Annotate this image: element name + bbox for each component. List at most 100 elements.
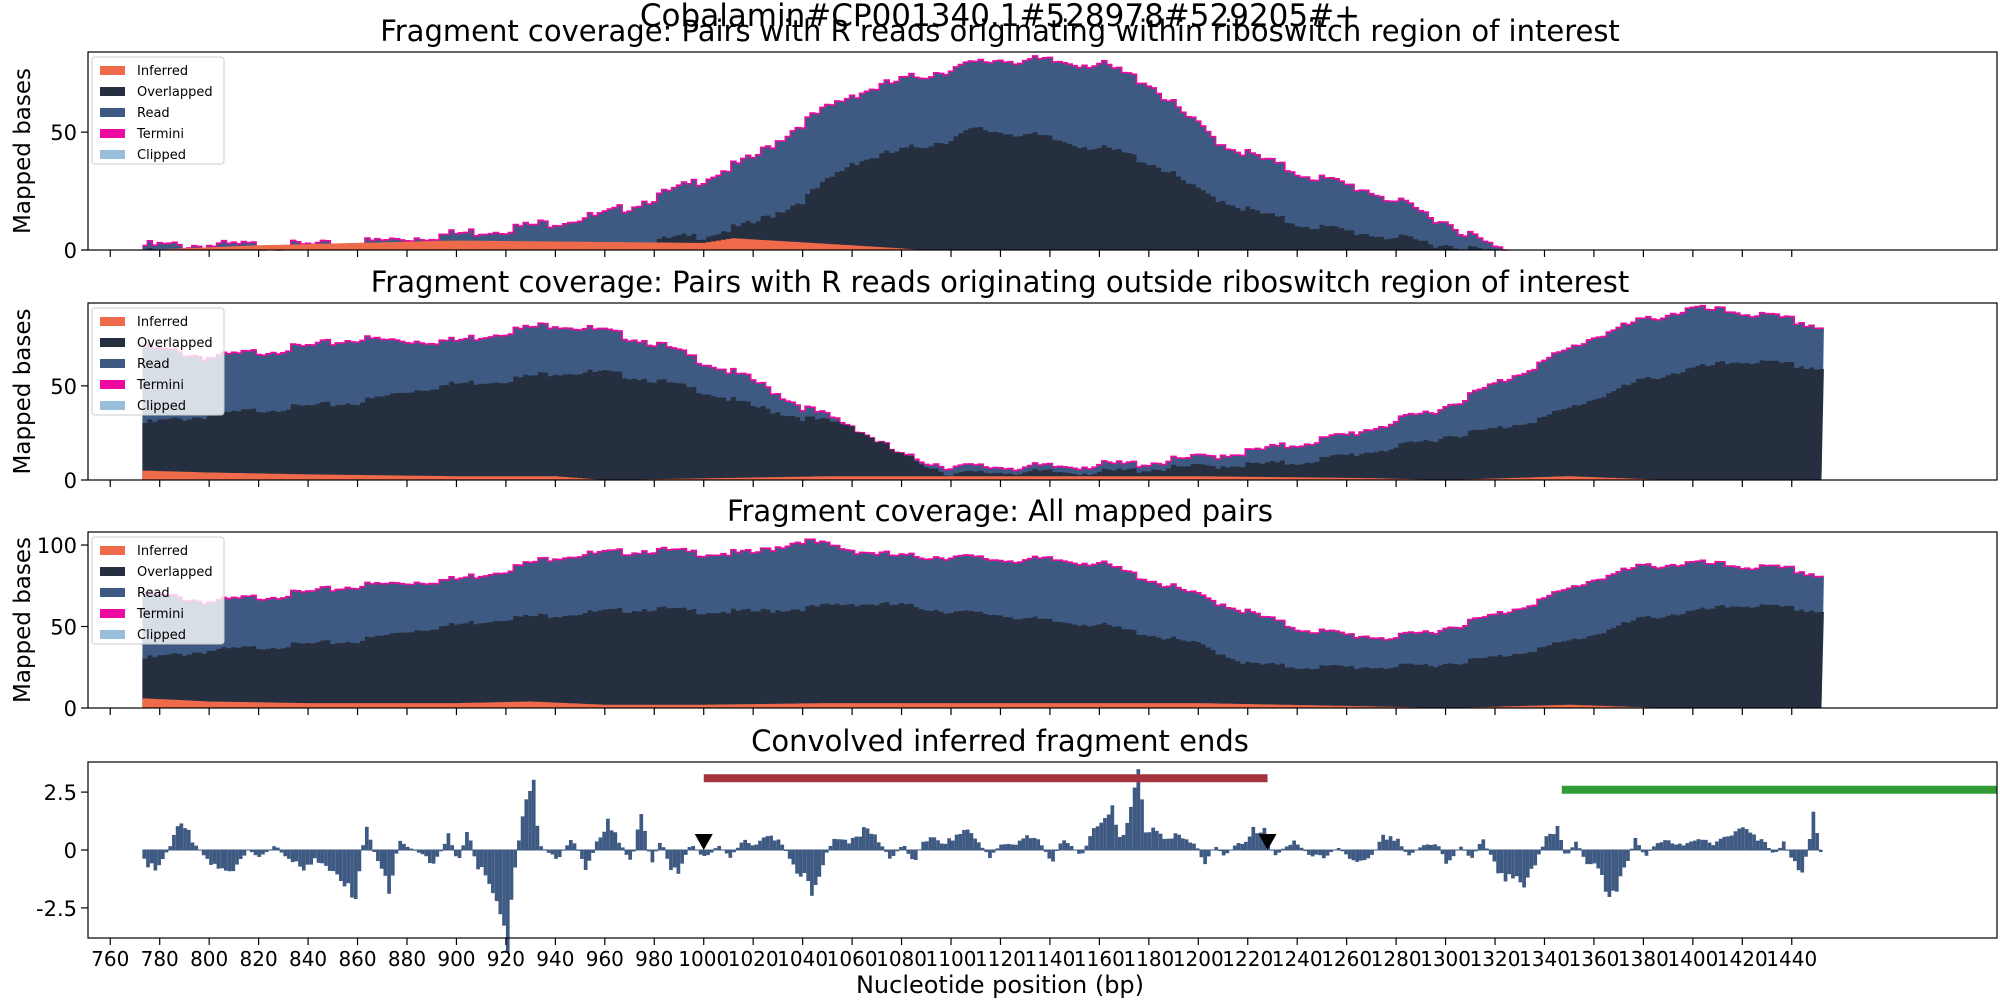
profile-bar: [787, 850, 792, 859]
y-tick-label: 0: [64, 239, 77, 263]
profile-bar: [1566, 850, 1571, 854]
profile-bar: [1451, 850, 1456, 857]
x-tick-label: 840: [289, 947, 327, 971]
legend-label-clipped: Clipped: [137, 399, 186, 414]
profile-bar: [1295, 844, 1300, 850]
profile-bar: [1429, 844, 1434, 850]
panel-2-title: Fragment coverage: Pairs with R reads or…: [371, 265, 1630, 299]
profile-bar: [1692, 840, 1697, 850]
profile-bar: [1355, 850, 1360, 862]
profile-bar: [832, 838, 837, 850]
profile-bar: [1125, 822, 1130, 850]
panel-1-frame: [87, 51, 1998, 251]
profile-bar: [439, 850, 443, 852]
profile-bar: [472, 850, 477, 857]
profile-bar: [895, 850, 900, 852]
profile-bar: [494, 850, 499, 902]
profile-bar: [368, 839, 373, 850]
profile-bar: [224, 850, 228, 871]
legend-swatch-termini: [100, 129, 125, 138]
profile-bar: [880, 846, 885, 850]
profile-bar: [1659, 842, 1664, 850]
profile-bar: [1318, 850, 1322, 856]
profile-bar: [390, 850, 395, 876]
profile-bar: [865, 828, 870, 850]
x-tick-label: 1220: [1222, 947, 1273, 971]
profile-bar: [353, 850, 358, 899]
profile-bar: [606, 818, 610, 850]
x-tick-label: 1260: [1321, 947, 1372, 971]
profile-bar: [1221, 850, 1226, 856]
profile-bar: [1188, 842, 1193, 850]
profile-bar: [557, 850, 562, 858]
profile-bar: [650, 850, 655, 863]
profile-bar: [476, 850, 480, 870]
profile-bar: [1666, 840, 1671, 850]
profile-bar: [613, 832, 618, 850]
profile-bar: [632, 850, 636, 852]
profile-bar: [528, 791, 532, 850]
profile-bar: [836, 839, 840, 850]
profile-bar: [1310, 850, 1315, 857]
profile-bar: [1099, 822, 1104, 850]
profile-bar: [1811, 811, 1816, 850]
y-tick-label: 0: [64, 469, 77, 493]
profile-bar: [465, 832, 469, 850]
profile-bar: [183, 828, 187, 850]
profile-bar: [1143, 832, 1148, 850]
profile-bar: [947, 838, 952, 850]
profile-bar: [824, 850, 829, 853]
profile-bar: [1255, 833, 1259, 850]
profile-bar: [735, 847, 740, 850]
profile-bar: [654, 850, 658, 852]
profile-bar: [1433, 844, 1437, 850]
x-tick-label: 800: [190, 947, 228, 971]
profile-bar: [1563, 850, 1567, 854]
x-tick-label: 940: [536, 947, 574, 971]
profile-bar: [1789, 850, 1793, 858]
panel-3: Fragment coverage: All mapped pairs Infer…: [10, 494, 1998, 721]
profile-bar: [175, 826, 180, 850]
series-overlapped-area: [142, 360, 1824, 480]
profile-bar: [1384, 839, 1389, 850]
profile-bar: [550, 850, 555, 855]
profile-bar: [1603, 850, 1608, 892]
panel-1-legend: Inferred Overlapped Read Termini Clipped: [91, 56, 225, 165]
legend-swatch-clipped: [100, 630, 125, 639]
profile-bar: [1214, 847, 1219, 850]
panel-4-title: Convolved inferred fragment ends: [751, 724, 1249, 758]
boundary-marker-2: [1258, 834, 1277, 850]
x-tick-label: 960: [586, 947, 624, 971]
profile-bar: [661, 847, 666, 850]
profile-bar: [1006, 843, 1011, 850]
profile-bar: [1459, 846, 1463, 850]
profile-bar: [164, 850, 169, 853]
profile-bar: [687, 847, 692, 850]
profile-bar: [420, 850, 425, 855]
profile-bar: [1199, 850, 1204, 858]
profile-bar: [772, 840, 777, 850]
x-tick-label: 920: [487, 947, 525, 971]
profile-bar: [1422, 845, 1426, 850]
x-tick-label: 1280: [1371, 947, 1422, 971]
panel-1-title: Fragment coverage: Pairs with R reads or…: [380, 14, 1620, 48]
profile-bar: [1514, 850, 1519, 877]
profile-bar: [1540, 846, 1545, 850]
profile-bar: [1726, 836, 1730, 850]
x-tick-label: 1120: [975, 947, 1026, 971]
profile-bar: [172, 834, 176, 850]
x-tick-label: 1080: [876, 947, 927, 971]
profile-bar: [1804, 850, 1808, 857]
profile-bar: [702, 850, 707, 856]
profile-bar: [1129, 806, 1133, 850]
profile-bar: [313, 850, 317, 859]
profile-bar: [1792, 850, 1797, 862]
y-tick-label: 50: [50, 375, 77, 399]
panel-1: Fragment coverage: Pairs with R reads or…: [10, 14, 1998, 263]
profile-bar: [1618, 850, 1623, 877]
legend-label-inferred: Inferred: [137, 544, 188, 559]
x-tick-label: 1200: [1173, 947, 1224, 971]
profile-bar: [279, 850, 284, 853]
profile-bar: [1652, 846, 1656, 850]
profile-bar: [1051, 850, 1055, 862]
